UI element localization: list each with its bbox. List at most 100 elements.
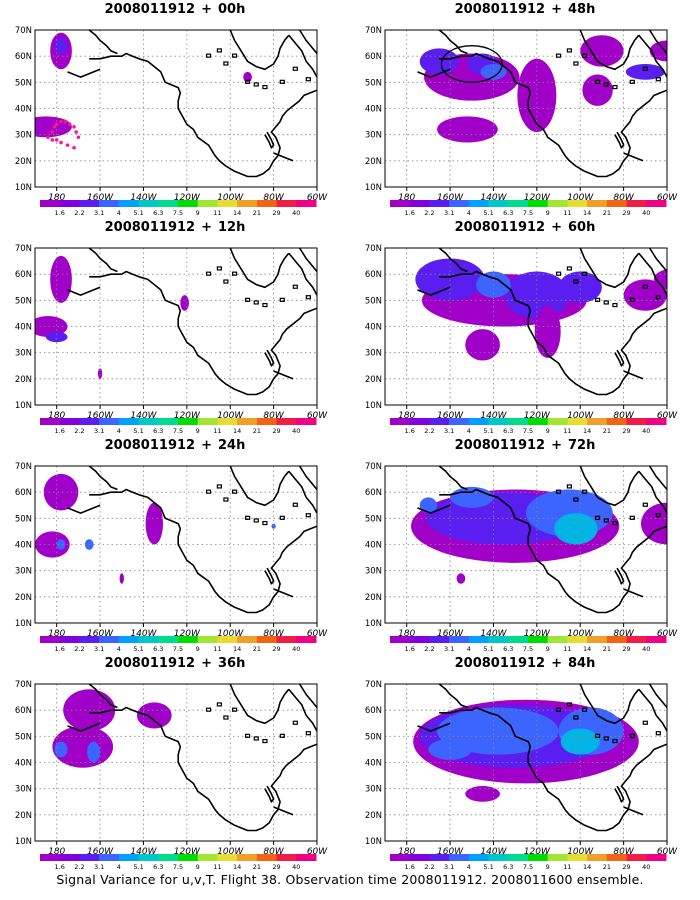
coastline-lake bbox=[603, 82, 609, 87]
lon-label: 160W bbox=[437, 847, 464, 857]
lon-label: 120W bbox=[524, 629, 551, 639]
lat-label: 30N bbox=[15, 131, 32, 141]
coastline-lake bbox=[205, 271, 212, 276]
colorbar-label: 4 bbox=[467, 645, 471, 653]
coastline-lake bbox=[305, 77, 311, 82]
coastline-caribbean bbox=[623, 806, 644, 816]
colorbar-segment bbox=[296, 200, 317, 207]
colorbar-segment bbox=[488, 418, 509, 425]
variance-contour bbox=[554, 513, 598, 545]
colorbar-segment bbox=[40, 200, 61, 207]
colorbar-label: 11 bbox=[563, 209, 571, 217]
colorbar-label: 11 bbox=[563, 863, 571, 871]
colorbar-label: 29 bbox=[622, 645, 630, 653]
lat-label: 60N bbox=[15, 52, 32, 62]
colorbar-label: 29 bbox=[622, 427, 630, 435]
colorbar-label: 11 bbox=[213, 427, 221, 435]
lat-label: 50N bbox=[365, 78, 382, 88]
lon-label: 80W bbox=[613, 411, 634, 421]
lat-label: 10N bbox=[15, 183, 32, 193]
colorbar-segment bbox=[409, 200, 430, 207]
colorbar-label: 9 bbox=[196, 863, 200, 871]
observation-dot bbox=[74, 130, 79, 134]
colorbar-label: 21 bbox=[253, 645, 261, 653]
lat-label: 40N bbox=[365, 541, 382, 551]
variance-contour bbox=[653, 269, 667, 290]
lat-label: 60N bbox=[365, 52, 382, 62]
coastline-lake bbox=[262, 302, 268, 308]
colorbar-label: 4 bbox=[467, 209, 471, 217]
colorbar-segment bbox=[59, 854, 80, 861]
colorbar-label: 9 bbox=[196, 209, 200, 217]
colorbar-segment bbox=[99, 636, 120, 643]
lon-label: 120W bbox=[524, 193, 551, 203]
lat-label: 70N bbox=[365, 26, 382, 36]
lat-label: 30N bbox=[365, 567, 382, 577]
colorbar-segment bbox=[528, 418, 549, 425]
colorbar-label: 9 bbox=[546, 645, 550, 653]
coastline-lake bbox=[223, 497, 229, 502]
colorbar-label: 5.1 bbox=[483, 645, 493, 653]
lon-label: 140W bbox=[130, 847, 157, 857]
observation-dot bbox=[52, 125, 57, 129]
colorbar-segment bbox=[409, 418, 430, 425]
colorbar-segment bbox=[488, 854, 509, 861]
coastline-greenland bbox=[648, 248, 667, 273]
coastline-aleutians bbox=[67, 286, 101, 296]
coastline-lake bbox=[244, 515, 251, 520]
colorbar-segment bbox=[626, 636, 647, 643]
variance-contour bbox=[456, 573, 466, 584]
colorbar-segment bbox=[390, 418, 411, 425]
colorbar-label: 40 bbox=[642, 427, 650, 435]
colorbar-segment bbox=[296, 854, 317, 861]
coastline-labrador bbox=[638, 252, 667, 296]
lat-label: 30N bbox=[365, 349, 382, 359]
coastline-alaska bbox=[88, 684, 118, 709]
figure-caption: Signal Variance for u,v,T. Flight 38. Ob… bbox=[56, 872, 644, 887]
colorbar-label: 5.1 bbox=[133, 209, 143, 217]
colorbar-segment bbox=[390, 854, 411, 861]
variance-contour bbox=[415, 258, 485, 301]
colorbar-label: 3.1 bbox=[94, 863, 104, 871]
variance-contour bbox=[35, 316, 68, 337]
coastline-hudson-bay bbox=[229, 684, 290, 725]
variance-contour bbox=[56, 539, 66, 550]
colorbar-label: 6.3 bbox=[503, 427, 513, 435]
coastline-lake bbox=[244, 79, 251, 84]
colorbar-segment bbox=[508, 636, 529, 643]
colorbar-label: 4 bbox=[117, 863, 121, 871]
colorbar-segment bbox=[626, 418, 647, 425]
coastline-caribbean bbox=[273, 370, 294, 380]
colorbar-label: 21 bbox=[253, 863, 261, 871]
colorbar-segment bbox=[429, 636, 450, 643]
variance-contour bbox=[640, 502, 667, 545]
colorbar-segment bbox=[468, 418, 490, 425]
plot-area bbox=[35, 466, 317, 623]
colorbar-label: 5.1 bbox=[133, 427, 143, 435]
coastline-lake bbox=[231, 707, 238, 712]
colorbar-segment bbox=[237, 636, 258, 643]
colorbar-segment bbox=[59, 418, 80, 425]
coastline-alaska bbox=[88, 30, 118, 55]
colorbar-segment bbox=[217, 854, 238, 861]
coastline-lake bbox=[231, 271, 238, 276]
lat-label: 30N bbox=[15, 567, 32, 577]
lon-label: 180 bbox=[48, 629, 65, 639]
colorbar-label: 1.6 bbox=[405, 863, 415, 871]
colorbar-segment bbox=[429, 418, 450, 425]
plot-area bbox=[35, 248, 317, 405]
coastline-lake bbox=[555, 489, 562, 494]
colorbar-segment bbox=[40, 854, 61, 861]
coastline-lake bbox=[603, 300, 609, 305]
colorbar-segment bbox=[567, 418, 588, 425]
colorbar-segment bbox=[547, 418, 568, 425]
colorbar-label: 6.3 bbox=[153, 427, 163, 435]
colorbar-label: 6.3 bbox=[503, 863, 513, 871]
observation-dot bbox=[65, 143, 70, 147]
lon-label: 80W bbox=[613, 193, 634, 203]
panel-title: 2008011912 +00h bbox=[104, 2, 246, 17]
coastline-lake bbox=[594, 515, 601, 520]
coastline-lake bbox=[279, 79, 285, 84]
colorbar-label: 1.6 bbox=[55, 863, 65, 871]
lon-label: 60W bbox=[307, 847, 328, 857]
